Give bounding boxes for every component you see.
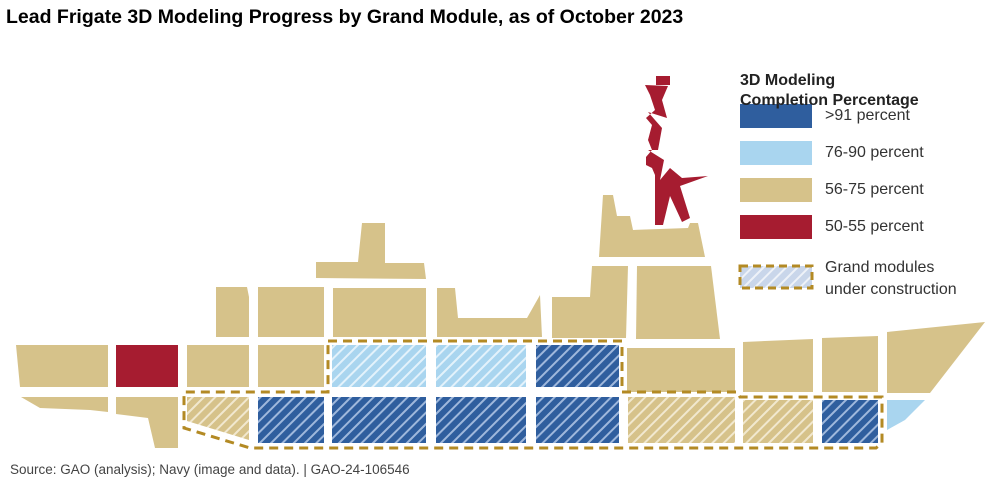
- legend-swatches: [738, 104, 814, 290]
- super-module-3: [333, 288, 426, 337]
- legend-label-56-75: 56-75 percent: [825, 181, 924, 198]
- tower-module: [599, 195, 705, 257]
- legend-swatch-76-90: [740, 141, 812, 165]
- legend-label-gt91: >91 percent: [825, 107, 910, 124]
- mast: [645, 76, 708, 225]
- superstructure: [216, 195, 720, 339]
- figure-title: Lead Frigate 3D Modeling Progress by Gra…: [6, 6, 684, 28]
- legend-title-line2: Completion Percentage: [740, 92, 919, 109]
- legend-label-50-55: 50-55 percent: [825, 218, 924, 235]
- lower-hull: [21, 397, 925, 448]
- legend-swatch-gt91: [740, 104, 812, 128]
- super-module-4: [437, 288, 542, 337]
- under-construction-outline: [182, 339, 884, 450]
- upper-hull: [16, 322, 985, 393]
- legend-label-76-90: 76-90 percent: [825, 144, 924, 161]
- legend-swatch-construction: [738, 264, 814, 290]
- legend-title-line1: 3D Modeling: [740, 72, 836, 89]
- super-module-1: [216, 287, 249, 337]
- deck-stack-module: [316, 223, 426, 279]
- source-note: Source: GAO (analysis); Navy (image and …: [10, 462, 410, 477]
- legend-swatch-50-55: [740, 215, 812, 239]
- legend-label-construction-2: under construction: [825, 281, 957, 298]
- super-module-6: [636, 266, 720, 339]
- super-module-2: [258, 287, 324, 337]
- legend-swatch-56-75: [740, 178, 812, 202]
- super-module-5: [552, 266, 628, 338]
- legend-label-construction-1: Grand modules: [825, 259, 935, 276]
